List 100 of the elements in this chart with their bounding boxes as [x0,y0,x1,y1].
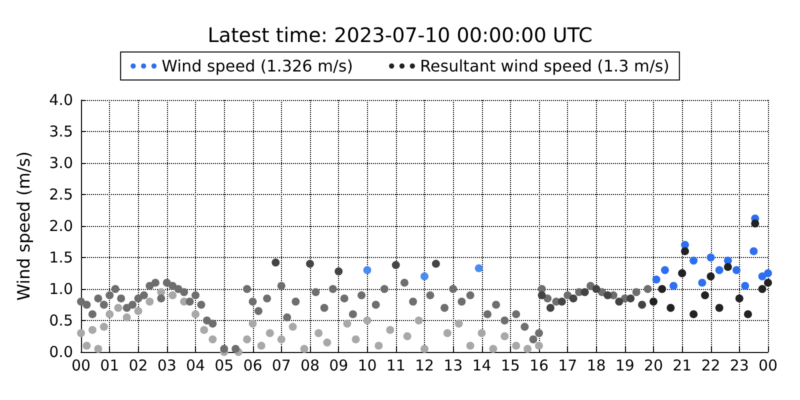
point [323,338,332,347]
y-axis-title: Wind speed (m/s) [14,151,34,301]
point [77,329,85,338]
point [414,316,423,324]
point [114,304,122,312]
x-tick-label: 17 [558,356,578,374]
point [300,344,308,353]
point [690,310,698,318]
point [122,313,131,322]
chart-title: Latest time: 2023-07-10 00:00:00 UTC [208,23,592,47]
x-tick-label: 16 [529,356,549,374]
point [592,285,600,293]
y-tick-label: 4.0 [49,91,73,109]
point [466,342,474,350]
point [715,266,724,274]
x-tick-label: 12 [414,356,434,374]
x-tick-label: 18 [586,356,606,374]
y-tick-label: 1.5 [49,248,73,266]
point [658,285,666,293]
point [474,264,483,272]
point [343,320,352,328]
y-tick-label: 1.0 [49,280,73,298]
x-tick-label: 03 [157,356,176,374]
point [764,269,772,278]
point [134,307,142,316]
point [420,344,428,353]
x-tick-label: 22 [701,356,720,374]
point [106,310,114,318]
y-tick-label: 2.0 [49,217,73,235]
point [670,282,678,290]
point [680,247,689,256]
point [558,298,566,306]
point [363,266,372,274]
x-tick-label: 07 [272,356,291,374]
x-tick-label: 00 [71,356,91,374]
x-tick-label: 05 [214,356,234,374]
point [288,322,297,331]
point [489,344,498,353]
point [615,298,624,306]
point [403,332,412,340]
x-tick-label: 21 [672,356,692,374]
point [306,260,314,268]
y-tick-label: 0.0 [49,343,73,361]
x-tick-label: 15 [500,356,520,374]
x-tick-label: 23 [730,356,749,374]
point [652,276,660,284]
point [82,342,91,350]
point [758,272,766,280]
point [580,288,589,296]
point [690,256,698,265]
point [538,291,546,300]
point [146,298,154,306]
x-tick-label: 10 [358,356,377,374]
point [257,342,266,350]
point [735,294,744,302]
point [363,316,372,324]
point [200,326,208,334]
x-tick-label: 06 [243,356,262,374]
point [604,291,612,300]
point [454,320,463,328]
y-tick-label: 0.5 [49,312,73,330]
point [266,329,274,338]
point [100,322,108,331]
point [706,272,715,280]
x-tick-label: 20 [644,356,664,374]
point [334,267,343,276]
y-tick-label: 3.0 [49,154,73,172]
point [443,329,452,338]
point [744,310,752,318]
point [535,342,543,350]
x-tick-label: 11 [386,356,406,374]
point [243,335,252,344]
point [88,326,96,334]
point [698,278,706,287]
point [715,304,724,312]
point [386,326,394,334]
point [500,332,509,340]
point [741,282,750,290]
point [706,254,715,262]
y-tick-label: 2.5 [49,186,73,204]
x-tick-label: 13 [444,356,463,374]
point [512,342,520,350]
point [208,335,217,344]
point [724,262,732,271]
point [750,247,758,256]
point [374,342,383,350]
point [764,278,772,287]
point [732,266,741,274]
point [758,285,766,293]
x-tick-label: 19 [615,356,634,374]
legend-label: Wind speed (1.326 m/s) [162,56,353,76]
point [751,219,760,228]
point [701,291,710,300]
point [569,294,578,302]
x-tick-label: 01 [100,356,120,374]
point [314,329,323,338]
point [524,344,532,353]
point [420,272,428,280]
y-tick-label: 3.5 [49,122,73,140]
point [168,291,177,300]
